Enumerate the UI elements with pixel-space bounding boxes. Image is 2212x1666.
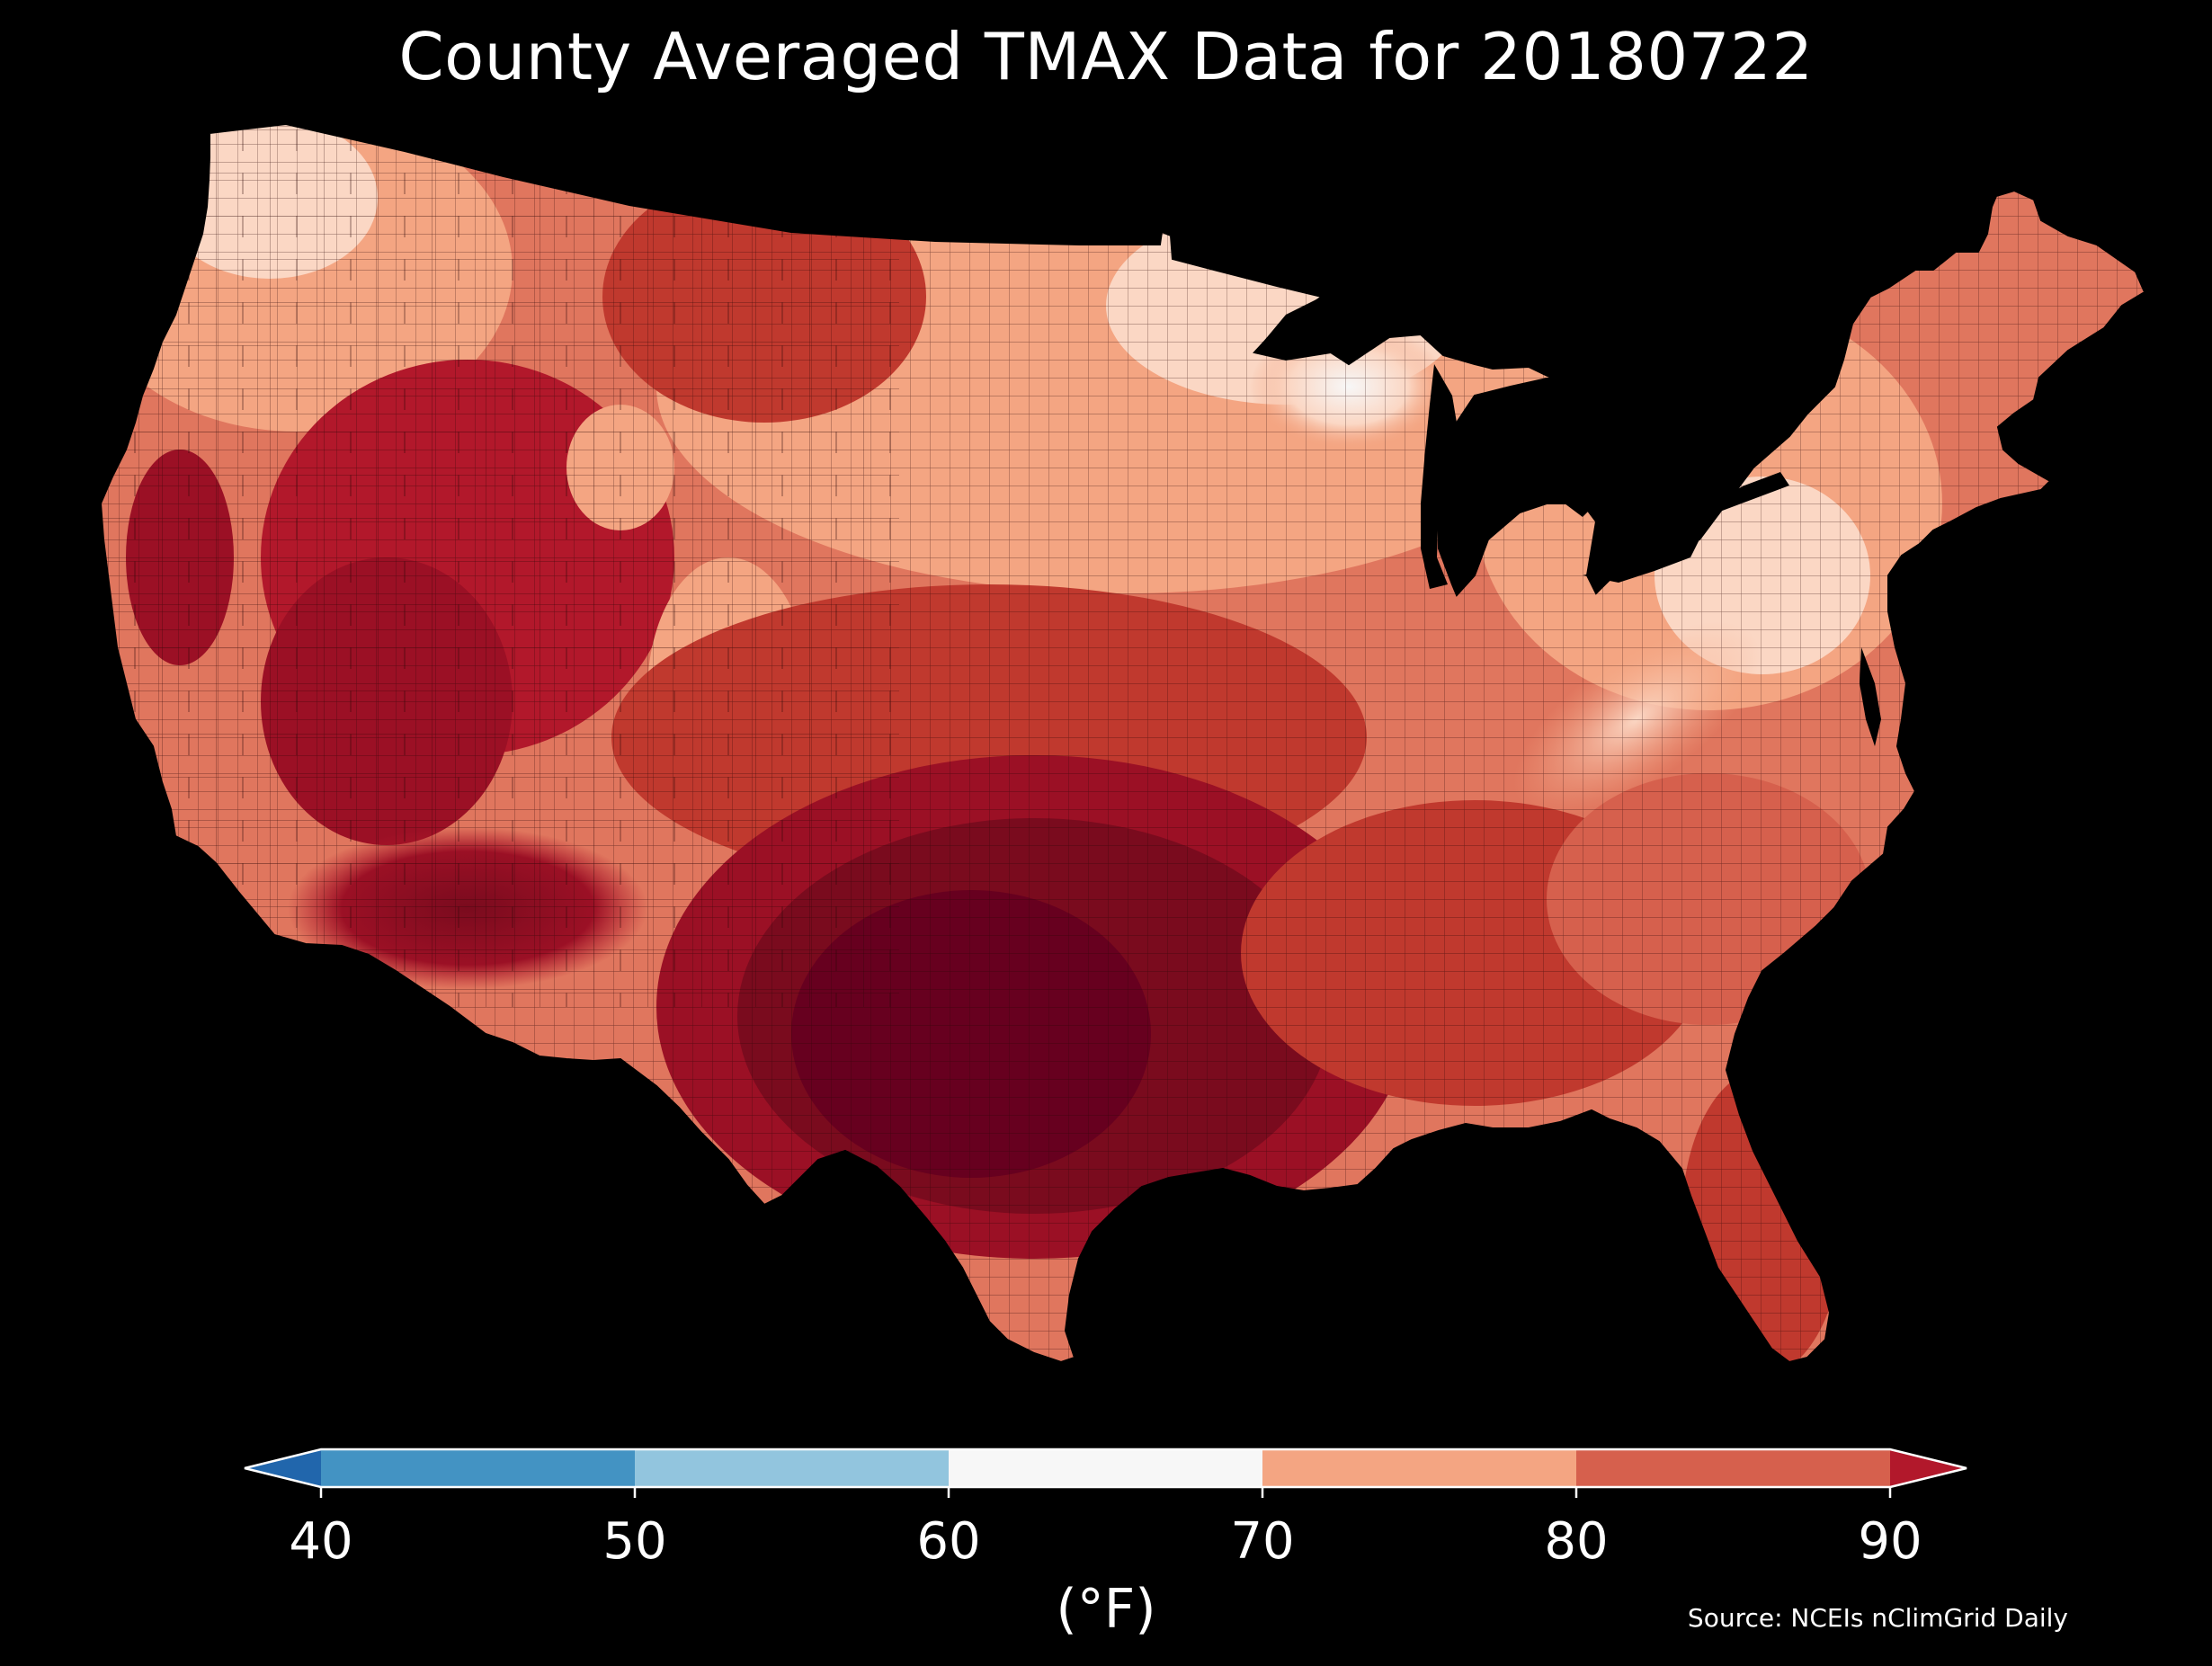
colorbar-tick-label: 80 xyxy=(1544,1512,1609,1571)
colorbar-extend-min xyxy=(245,1449,321,1487)
colorbar-tick-label: 60 xyxy=(916,1512,981,1571)
source-note: Source: NCEIs nClimGrid Daily xyxy=(1687,1603,2068,1633)
colorbar-extend-max xyxy=(1890,1449,1967,1487)
colorbar-tick-label: 50 xyxy=(602,1512,667,1571)
colorbar-bins xyxy=(244,1448,1967,1498)
western-county-lines xyxy=(101,124,899,1007)
colorbar-bin-2 xyxy=(635,1449,949,1487)
colorbar-tick-label: 70 xyxy=(1230,1512,1295,1571)
colorbar-bin-4 xyxy=(1262,1449,1576,1487)
colorbar-tick-label: 90 xyxy=(1858,1512,1922,1571)
colorbar-bin-1 xyxy=(321,1449,635,1487)
colorbar-unit-label: (°F) xyxy=(1056,1578,1156,1641)
colorbar-tick-label: 40 xyxy=(289,1512,353,1571)
colorbar-bin-3 xyxy=(949,1449,1262,1487)
map-title: County Averaged TMAX Data for 20180722 xyxy=(398,19,1814,94)
colorbar-bin-5 xyxy=(1576,1449,1890,1487)
us-county-tmax-map xyxy=(100,123,2145,1363)
